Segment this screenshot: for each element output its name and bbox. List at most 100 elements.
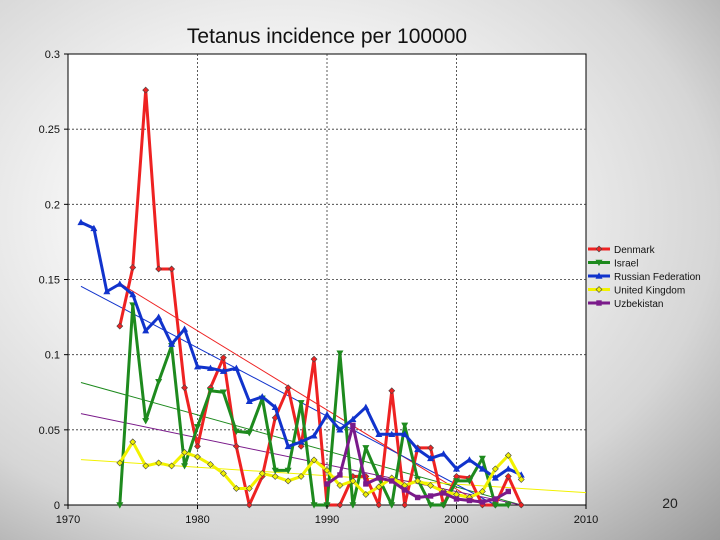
data-point-denmark xyxy=(129,264,137,271)
data-point-denmark xyxy=(504,473,512,480)
data-point-denmark xyxy=(310,355,318,363)
data-point-denmark xyxy=(388,387,396,395)
x-tick-label: 2010 xyxy=(574,514,598,526)
data-point-denmark xyxy=(375,501,383,509)
chart-title: Tetanus incidence per 100000 xyxy=(187,25,467,48)
legend-item-russian-federation: Russian Federation xyxy=(588,272,701,283)
data-point-united-kingdom xyxy=(504,451,512,459)
legend: Denmark Israel Russian Federation United Ki… xyxy=(588,245,701,310)
data-point-russian-federation xyxy=(452,465,461,472)
data-point-israel xyxy=(181,463,189,470)
data-point-israel xyxy=(232,428,240,435)
data-point-israel xyxy=(271,467,279,475)
data-point-israel xyxy=(491,502,499,509)
data-point-united-kingdom xyxy=(219,470,227,477)
legend-swatch-marker xyxy=(596,300,602,306)
data-point-uzbekistan xyxy=(350,422,356,429)
x-tick-label: 2000 xyxy=(444,514,468,526)
data-point-denmark xyxy=(181,384,188,392)
data-point-uzbekistan xyxy=(479,499,486,505)
data-point-united-kingdom xyxy=(323,466,331,474)
series-russian-federation xyxy=(77,218,525,481)
data-point-denmark xyxy=(517,501,525,509)
data-point-israel xyxy=(427,502,435,509)
data-point-israel xyxy=(440,502,448,509)
legend-swatch-marker xyxy=(595,259,603,267)
data-point-russian-federation xyxy=(388,430,396,438)
data-point-denmark xyxy=(194,442,201,450)
legend-item-denmark: Denmark xyxy=(588,245,656,256)
data-point-israel xyxy=(245,430,253,437)
data-point-united-kingdom xyxy=(517,476,525,483)
y-tick-label: 0.05 xyxy=(39,425,60,437)
data-point-russian-federation xyxy=(245,397,253,404)
data-point-denmark xyxy=(297,442,305,450)
data-point-united-kingdom xyxy=(155,459,163,467)
data-point-united-kingdom xyxy=(414,477,422,485)
data-point-israel xyxy=(362,445,370,452)
data-point-russian-federation xyxy=(440,450,448,457)
series-united-kingdom xyxy=(116,438,525,501)
legend-label: Russian Federation xyxy=(614,272,701,283)
data-point-russian-federation xyxy=(232,364,240,371)
data-point-united-kingdom xyxy=(181,448,188,456)
data-point-russian-federation xyxy=(271,403,279,410)
data-point-uzbekistan xyxy=(324,481,330,487)
data-point-israel xyxy=(465,478,473,485)
y-tick-label: 0.1 xyxy=(45,350,60,362)
data-point-united-kingdom xyxy=(427,482,435,489)
data-point-uzbekistan xyxy=(376,475,382,481)
data-point-united-kingdom xyxy=(297,473,305,480)
data-point-russian-federation xyxy=(90,224,98,232)
data-point-uzbekistan xyxy=(440,490,447,496)
data-point-united-kingdom xyxy=(245,485,253,492)
series-lines xyxy=(77,86,525,509)
data-point-uzbekistan xyxy=(453,496,460,502)
data-point-israel xyxy=(401,422,409,429)
data-point-uzbekistan xyxy=(427,493,434,499)
data-point-denmark xyxy=(142,86,150,94)
data-point-russian-federation xyxy=(362,403,370,410)
page-number: 20 xyxy=(662,495,678,511)
data-point-russian-federation xyxy=(504,465,512,472)
data-point-russian-federation xyxy=(77,218,85,226)
legend-item-uzbekistan: Uzbekistan xyxy=(588,299,663,310)
data-point-united-kingdom xyxy=(336,482,344,489)
trendline-uzbekistan xyxy=(80,413,522,506)
data-point-denmark xyxy=(401,501,409,509)
axis-ticks: 1970 1980 1990 2000 2010 0 0.05 0.1 0.15 0.2 0.25 0… xyxy=(39,49,599,526)
data-point-russian-federation xyxy=(168,340,176,347)
data-point-united-kingdom xyxy=(271,473,279,480)
data-point-uzbekistan xyxy=(505,488,511,495)
data-point-united-kingdom xyxy=(491,465,499,473)
data-point-israel xyxy=(155,379,163,386)
y-tick-label: 0.25 xyxy=(39,124,60,136)
legend-item-united-kingdom: United Kingdom xyxy=(588,286,685,297)
legend-swatch-marker xyxy=(595,245,603,253)
series-line-denmark xyxy=(118,88,523,507)
data-point-russian-federation xyxy=(427,454,435,462)
data-point-uzbekistan xyxy=(389,478,395,484)
data-point-united-kingdom xyxy=(232,485,240,492)
trendline-denmark xyxy=(119,282,483,506)
data-point-united-kingdom xyxy=(310,456,318,464)
data-point-denmark xyxy=(336,501,344,509)
data-point-russian-federation xyxy=(116,280,124,287)
data-point-united-kingdom xyxy=(194,453,201,461)
legend-swatch-marker xyxy=(595,286,603,293)
data-point-russian-federation xyxy=(349,415,357,423)
data-point-united-kingdom xyxy=(207,460,214,468)
x-tick-label: 1990 xyxy=(315,514,339,526)
data-point-denmark xyxy=(245,501,253,509)
data-point-israel xyxy=(193,424,202,431)
legend-label: Denmark xyxy=(614,245,656,256)
data-point-russian-federation xyxy=(181,325,189,332)
data-point-denmark xyxy=(155,265,163,273)
y-tick-label: 0.2 xyxy=(45,199,60,211)
data-point-uzbekistan xyxy=(337,472,343,478)
data-point-united-kingdom xyxy=(478,488,486,495)
data-point-uzbekistan xyxy=(363,481,369,487)
legend-label: Uzbekistan xyxy=(614,299,663,310)
data-point-israel xyxy=(297,400,305,407)
